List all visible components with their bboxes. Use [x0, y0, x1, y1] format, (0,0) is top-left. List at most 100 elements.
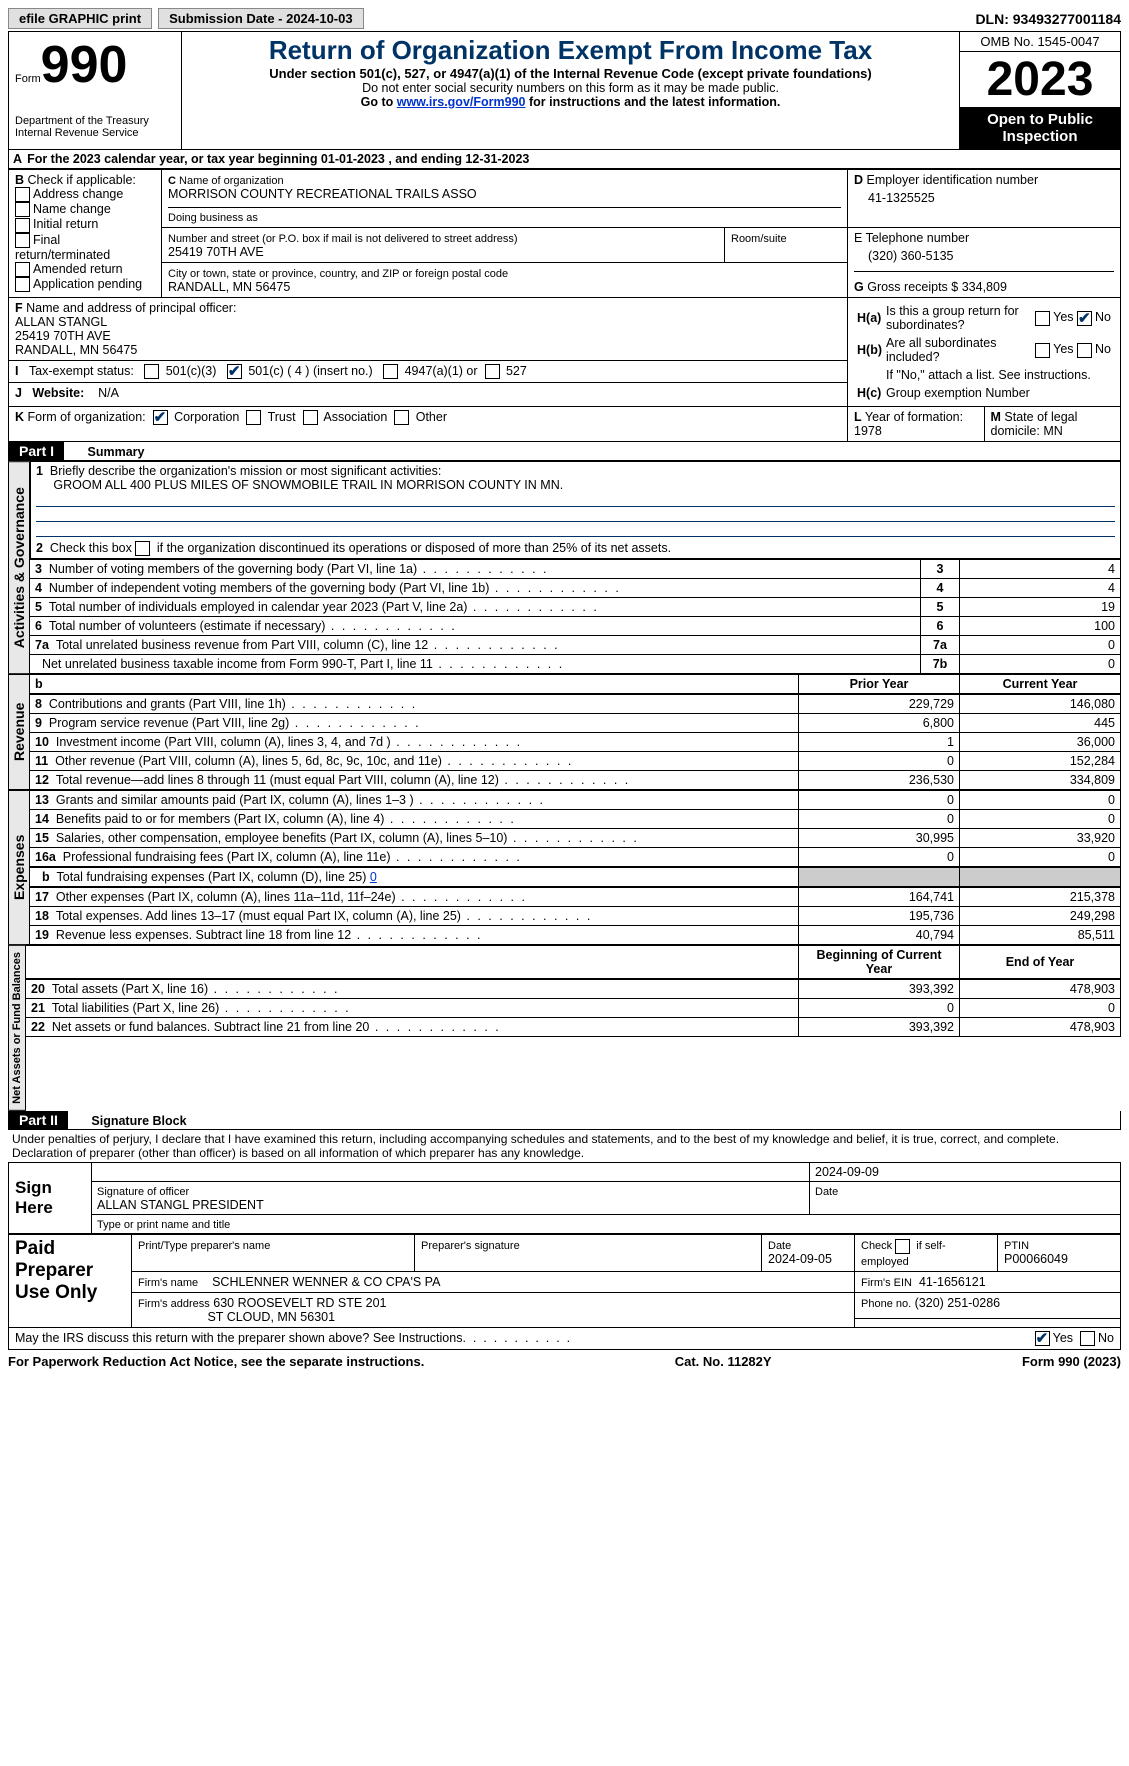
- data-row: 13 Grants and similar amounts paid (Part…: [30, 791, 1121, 810]
- part2-title: Part II: [9, 1111, 68, 1129]
- label-b: B: [15, 173, 24, 187]
- 16b-v[interactable]: 0: [370, 870, 377, 884]
- firm-ein: 41-1656121: [919, 1275, 986, 1289]
- dln-label: DLN:: [975, 11, 1008, 27]
- net-rows: 20 Total assets (Part X, line 16)393,392…: [26, 979, 1121, 1037]
- checkbox-address[interactable]: [15, 187, 30, 202]
- discuss-yes[interactable]: [1035, 1331, 1050, 1346]
- k-assoc[interactable]: [303, 410, 318, 425]
- prep-sig-label: Preparer's signature: [421, 1240, 520, 1252]
- checkbox-initial[interactable]: [15, 218, 30, 233]
- col-current: Current Year: [1003, 677, 1078, 691]
- firm-addr1: 630 ROOSEVELT RD STE 201: [213, 1296, 386, 1310]
- i-opt4: 527: [506, 364, 527, 378]
- checkbox-final[interactable]: [15, 233, 30, 248]
- checkbox-name[interactable]: [15, 202, 30, 217]
- gov-row: 6 Total number of volunteers (estimate i…: [30, 617, 1121, 636]
- d-label: Employer identification number: [867, 173, 1039, 187]
- data-row: 14 Benefits paid to or for members (Part…: [30, 810, 1121, 829]
- discuss-no[interactable]: [1080, 1331, 1095, 1346]
- label-c: C: [168, 175, 176, 187]
- label-k: K: [15, 410, 24, 424]
- rev-header: b Prior Year Current Year: [30, 674, 1121, 694]
- officer-name: ALLAN STANGL: [15, 315, 107, 329]
- gov-table: 1 Briefly describe the organization's mi…: [30, 461, 1121, 559]
- checkbox-501c[interactable]: [227, 364, 242, 379]
- label-hc: H(c): [857, 386, 881, 400]
- part2-header: Part II Signature Block: [8, 1111, 1121, 1130]
- submission-button[interactable]: Submission Date - 2024-10-03: [158, 8, 364, 29]
- hb-no[interactable]: [1077, 343, 1092, 358]
- b-opt5: Application pending: [33, 277, 142, 291]
- gov-rows: 3 Number of voting members of the govern…: [30, 559, 1121, 674]
- data-row: 16a Professional fundraising fees (Part …: [30, 848, 1121, 867]
- data-row: 15 Salaries, other compensation, employe…: [30, 829, 1121, 848]
- side-exp: Expenses: [8, 790, 30, 945]
- declaration: Under penalties of perjury, I declare th…: [8, 1130, 1121, 1162]
- data-row: 8 Contributions and grants (Part VIII, l…: [30, 695, 1121, 714]
- sig-date-label: Date: [815, 1186, 838, 1198]
- city: RANDALL, MN 56475: [168, 280, 290, 294]
- b-opt2: Initial return: [33, 217, 98, 231]
- ha-yes[interactable]: [1035, 311, 1050, 326]
- signature-block: Sign Here 2024-09-09 Signature of office…: [8, 1162, 1121, 1234]
- side-rev: Revenue: [8, 674, 30, 790]
- street: 25419 70TH AVE: [168, 245, 264, 259]
- preparer-block: Paid Preparer Use Only Print/Type prepar…: [8, 1234, 1121, 1328]
- self-emp-checkbox[interactable]: [895, 1239, 910, 1254]
- officer-street: 25419 70TH AVE: [15, 329, 111, 343]
- col-prior: Prior Year: [850, 677, 909, 691]
- efile-button[interactable]: efile GRAPHIC print: [8, 8, 152, 29]
- discuss-row: May the IRS discuss this return with the…: [8, 1328, 1121, 1350]
- ptin: P00066049: [1004, 1252, 1068, 1266]
- k-corp[interactable]: [153, 410, 168, 425]
- part2-subtitle: Signature Block: [71, 1114, 186, 1128]
- b-opt4: Amended return: [33, 262, 123, 276]
- checkbox-527[interactable]: [485, 364, 500, 379]
- checkbox-pending[interactable]: [15, 277, 30, 292]
- ptin-label: PTIN: [1004, 1240, 1029, 1252]
- b-marker: b: [35, 677, 43, 691]
- b-label: Check if applicable:: [28, 173, 136, 187]
- line-a-text: For the 2023 calendar year, or tax year …: [27, 152, 529, 166]
- dln: DLN: 93493277001184: [975, 11, 1121, 27]
- data-row: 10 Investment income (Part VIII, column …: [30, 733, 1121, 752]
- rev-section: Revenue b Prior Year Current Year 8 Cont…: [8, 674, 1121, 790]
- dln-value: 93493277001184: [1013, 11, 1121, 27]
- side-gov: Activities & Governance: [8, 461, 30, 674]
- label-d: D: [854, 173, 863, 187]
- firm-addr2: ST CLOUD, MN 56301: [207, 1310, 335, 1324]
- checkbox-amended[interactable]: [15, 262, 30, 277]
- exp-rows2: 17 Other expenses (Part IX, column (A), …: [30, 887, 1121, 945]
- line2: Check this box if the organization disco…: [50, 541, 671, 555]
- form-title: Return of Organization Exempt From Incom…: [188, 35, 953, 66]
- no2: No: [1095, 342, 1111, 356]
- gross-receipts: 334,809: [962, 280, 1007, 294]
- subtitle3: Go to www.irs.gov/Form990 for instructio…: [188, 95, 953, 109]
- part1-subtitle: Summary: [68, 445, 145, 459]
- k-opt1: Trust: [268, 410, 296, 424]
- ha-no[interactable]: [1077, 311, 1092, 326]
- org-name: MORRISON COUNTY RECREATIONAL TRAILS ASSO: [168, 187, 477, 201]
- line2-checkbox[interactable]: [135, 541, 150, 556]
- goto-post: for instructions and the latest informat…: [525, 95, 780, 109]
- hb-yes[interactable]: [1035, 343, 1050, 358]
- k-other[interactable]: [394, 410, 409, 425]
- c-name-label: Name of organization: [179, 175, 284, 187]
- firm-addr-label: Firm's address: [138, 1298, 210, 1310]
- firm-name-label: Firm's name: [138, 1277, 198, 1289]
- data-row: 22 Net assets or fund balances. Subtract…: [26, 1018, 1121, 1037]
- 16b-t: Total fundraising expenses (Part IX, col…: [57, 870, 367, 884]
- k-trust[interactable]: [246, 410, 261, 425]
- type-name-label: Type or print name and title: [97, 1219, 230, 1231]
- street-label: Number and street (or P.O. box if mail i…: [168, 233, 518, 245]
- checkbox-4947[interactable]: [383, 364, 398, 379]
- irs-link[interactable]: www.irs.gov/Form990: [397, 95, 526, 109]
- discuss-no-label: No: [1098, 1331, 1114, 1345]
- col-end: End of Year: [1006, 955, 1075, 969]
- net-section: Net Assets or Fund Balances Beginning of…: [8, 945, 1121, 1111]
- info-block: B Check if applicable: Address change Na…: [8, 169, 1121, 442]
- prep-date-label: Date: [768, 1240, 791, 1252]
- data-row: 19 Revenue less expenses. Subtract line …: [30, 926, 1121, 945]
- checkbox-501c3[interactable]: [144, 364, 159, 379]
